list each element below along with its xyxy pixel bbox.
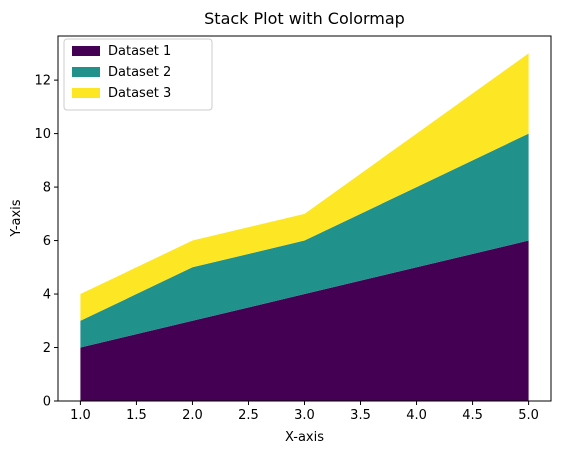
legend-swatch-1 bbox=[72, 46, 100, 56]
legend-label-1: Dataset 1 bbox=[108, 44, 171, 59]
y-tick-label: 12 bbox=[34, 74, 51, 89]
legend-label-2: Dataset 2 bbox=[108, 65, 171, 80]
y-tick-label: 6 bbox=[43, 234, 51, 249]
y-tick-label: 8 bbox=[43, 181, 51, 196]
x-tick-label: 1.0 bbox=[70, 408, 91, 423]
area-layers bbox=[80, 53, 529, 401]
x-axis-label: X-axis bbox=[285, 430, 324, 445]
legend-frame bbox=[63, 38, 213, 111]
area-series-1 bbox=[80, 240, 529, 401]
y-axis-label: Y-axis bbox=[9, 199, 24, 237]
chart-title: Stack Plot with Colormap bbox=[204, 9, 405, 28]
y-tick-label: 2 bbox=[43, 341, 51, 356]
y-tick-label: 4 bbox=[43, 288, 51, 303]
x-tick-label: 5.0 bbox=[518, 408, 539, 423]
legend-label-3: Dataset 3 bbox=[108, 86, 171, 101]
legend: Dataset 1 Dataset 2 Dataset 3 bbox=[63, 38, 213, 111]
x-tick-label: 4.5 bbox=[462, 408, 483, 423]
legend-swatch-3 bbox=[72, 88, 100, 98]
x-tick-label: 3.5 bbox=[350, 408, 371, 423]
x-tick-label: 4.0 bbox=[406, 408, 427, 423]
y-tick-label: 0 bbox=[43, 395, 51, 410]
x-tick-label: 3.0 bbox=[294, 408, 315, 423]
x-tick-label: 2.0 bbox=[182, 408, 203, 423]
y-tick-label: 10 bbox=[34, 127, 51, 142]
x-tick-label: 1.5 bbox=[126, 408, 147, 423]
legend-swatch-2 bbox=[72, 67, 100, 77]
area-series-3 bbox=[80, 53, 529, 321]
x-tick-label: 2.5 bbox=[238, 408, 259, 423]
axes: 1.0 1.5 2.0 2.5 3.0 3.5 4.0 4.5 5.0 0 2 4 6 8 10 12 bbox=[34, 35, 552, 423]
